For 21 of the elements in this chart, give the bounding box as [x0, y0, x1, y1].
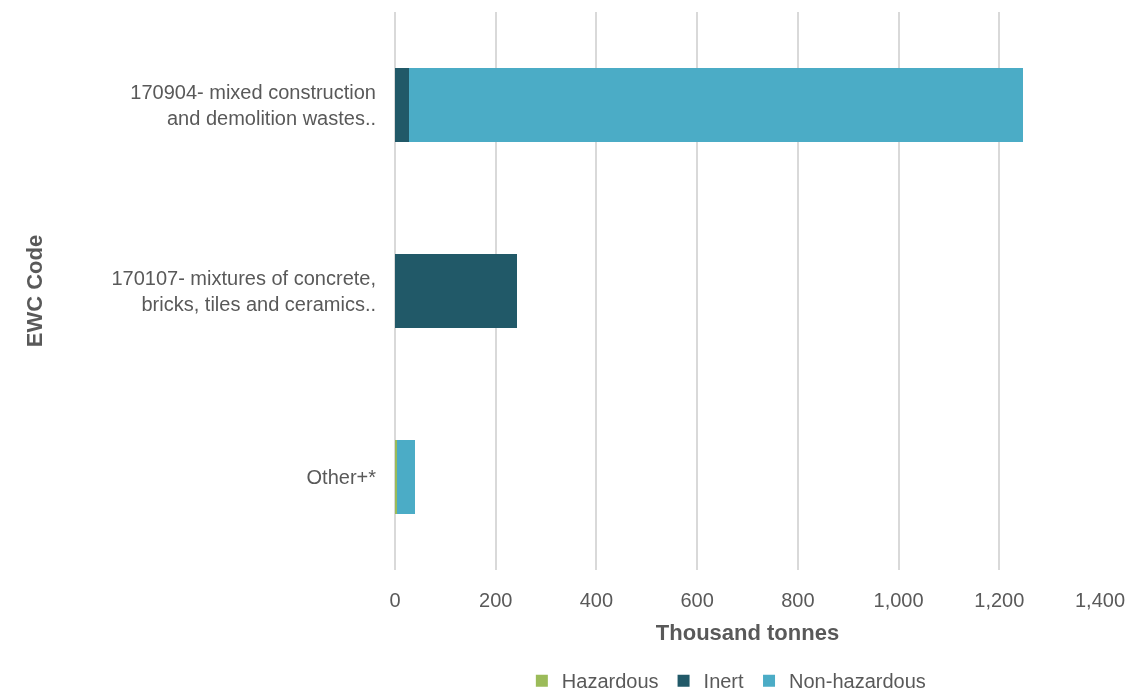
x-tick-label: 1,000	[873, 589, 924, 611]
x-tick-label: 400	[579, 589, 614, 611]
x-axis-title: Thousand tonnes	[655, 619, 840, 645]
bar	[397, 439, 415, 515]
y-tick-label: 170107- mixtures of concrete, bricks, tiles and ceramics..	[111, 267, 376, 315]
legend-label: Inert	[703, 670, 745, 691]
y-tick-label: 170904- mixed construction and demolition wastes..	[130, 81, 376, 129]
bar	[395, 253, 518, 329]
bar	[408, 67, 1023, 143]
bar	[395, 67, 409, 143]
x-tick-label: 0	[389, 589, 401, 611]
x-tick-label: 200	[479, 589, 513, 611]
x-tick-label: 600	[680, 589, 714, 611]
x-tick-label: 800	[781, 589, 815, 611]
legend-label: Hazardous	[561, 670, 659, 691]
y-axis-title: EWC Code	[22, 234, 48, 348]
x-tick-label: 1,400	[1074, 589, 1126, 611]
bar	[395, 439, 398, 515]
x-tick-label: 1,200	[974, 589, 1025, 611]
legend-label: Non-hazardous	[789, 670, 926, 691]
y-tick-label: Other+*	[306, 466, 377, 488]
